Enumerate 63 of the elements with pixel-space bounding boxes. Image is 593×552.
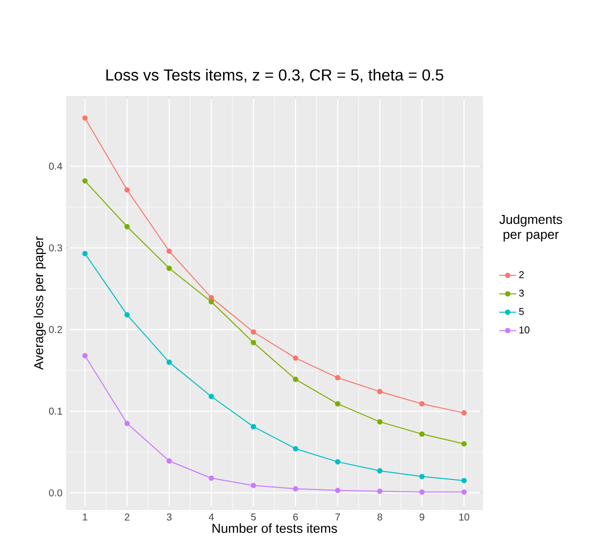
point: [124, 420, 130, 426]
point: [292, 376, 298, 382]
point: [334, 488, 340, 494]
point: [82, 250, 88, 256]
point: [461, 478, 467, 484]
legend-label: 3: [519, 290, 524, 297]
point: [250, 329, 256, 335]
point: [419, 474, 425, 480]
point: [292, 486, 298, 492]
point: [292, 355, 298, 361]
x-tick-label: 5: [251, 514, 256, 520]
point: [124, 187, 130, 193]
point: [124, 224, 130, 230]
point: [166, 359, 172, 365]
point: [377, 468, 382, 474]
point: [334, 401, 340, 407]
point: [377, 488, 382, 494]
chart-title: Loss vs Tests items, z = 0.3, CR = 5, theta = 0.5: [106, 68, 444, 82]
x-tick-label: 3: [166, 514, 172, 521]
point: [82, 115, 88, 121]
point: [334, 459, 340, 464]
x-tick-label: 6: [293, 514, 298, 521]
legend-label: 5: [519, 308, 524, 315]
point: [292, 446, 298, 452]
y-tick-label: 0.4: [49, 162, 62, 170]
point: [124, 312, 130, 318]
point: [208, 299, 214, 304]
point: [166, 458, 172, 464]
point: [461, 410, 467, 416]
point: [419, 401, 425, 407]
point: [377, 388, 382, 394]
legend-label: 10: [519, 326, 530, 334]
x-tick-label: 4: [208, 514, 214, 520]
point: [166, 266, 172, 271]
y-tick-label: 0.2: [49, 326, 62, 334]
y-tick-label: 0.0: [49, 489, 62, 496]
point: [82, 178, 88, 184]
point: [419, 431, 425, 437]
point: [208, 475, 214, 481]
point: [334, 375, 340, 380]
point: [208, 394, 214, 400]
point: [250, 424, 256, 430]
x-tick-label: 2: [124, 514, 130, 520]
x-tick-label: 7: [335, 514, 340, 520]
point: [250, 340, 256, 346]
point: [461, 441, 467, 447]
x-tick-label: 8: [377, 514, 382, 521]
legend-title: Judgments per paper: [499, 214, 562, 242]
point: [166, 248, 172, 254]
point: [250, 482, 256, 488]
point: [82, 352, 88, 358]
y-tick-label: 0.1: [49, 408, 62, 415]
legend-label: 2: [519, 271, 524, 278]
point: [419, 489, 425, 495]
x-tick-label: 9: [420, 514, 424, 521]
y-axis-title: Average loss per paper: [34, 236, 46, 370]
x-tick-label: 1: [82, 514, 88, 520]
y-tick-label: 0.3: [49, 244, 62, 252]
x-tick-label: 10: [459, 514, 470, 521]
x-axis-title: Number of tests items: [212, 523, 338, 533]
point: [461, 489, 467, 495]
point: [208, 294, 214, 300]
point: [377, 419, 382, 424]
